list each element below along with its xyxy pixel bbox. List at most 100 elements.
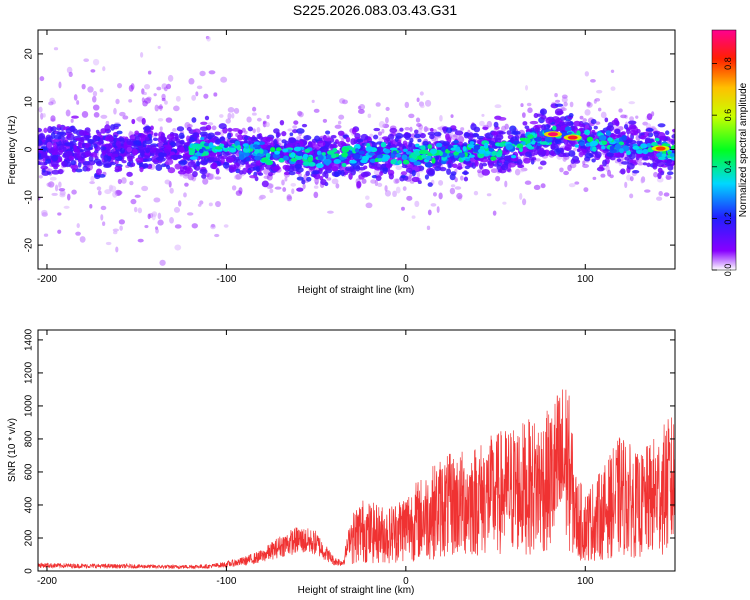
spectral-cell <box>47 147 56 154</box>
spectral-cell <box>38 106 43 113</box>
spectral-cell <box>231 185 237 191</box>
y-tick-label: 10 <box>24 96 35 108</box>
spectral-cell <box>551 116 561 123</box>
spectral-cell <box>249 175 258 179</box>
spectral-cell <box>51 138 60 143</box>
spectral-cell <box>131 118 136 125</box>
spectral-cell <box>462 146 467 152</box>
spectral-cell <box>377 131 383 136</box>
spectral-cell <box>220 76 228 83</box>
spectral-cell <box>113 123 122 127</box>
spectral-cell <box>569 101 574 108</box>
spectral-cell <box>302 183 306 190</box>
spectral-cell <box>488 147 495 152</box>
spectrogram-x-axis: -200 -100 0 100 <box>37 30 594 285</box>
spectral-cell <box>584 129 591 135</box>
spectral-cell <box>620 114 627 119</box>
spectral-cell <box>523 157 531 164</box>
spectral-cell <box>363 165 368 170</box>
spectral-cell <box>464 132 471 137</box>
spectral-cell <box>100 205 107 211</box>
spectral-cell <box>155 148 160 155</box>
spectral-cell <box>579 141 585 147</box>
spectral-cell <box>395 153 402 158</box>
spectral-cell <box>279 119 285 126</box>
spectral-cell <box>365 146 374 152</box>
spectral-cell <box>43 233 49 237</box>
spectral-cell <box>610 69 615 74</box>
spectral-cell <box>626 128 631 135</box>
spectral-cell <box>108 135 114 142</box>
spectral-cell <box>584 152 594 159</box>
spectral-cell <box>337 130 345 136</box>
spectral-cell <box>290 152 296 158</box>
spectral-cell <box>115 98 120 105</box>
spectral-cell <box>644 189 651 193</box>
spectral-cell <box>167 74 174 82</box>
spectral-cell <box>266 114 270 120</box>
spectral-cell <box>238 170 244 175</box>
spectral-cell <box>317 140 326 147</box>
spectral-cell <box>117 178 122 185</box>
spectral-cell <box>71 189 77 195</box>
spectral-cell <box>66 193 71 201</box>
spectral-cell <box>388 173 394 180</box>
spectral-cell <box>375 102 381 107</box>
spectral-cell <box>415 143 420 148</box>
spectral-cell <box>646 162 651 168</box>
spectrogram-heatmap <box>38 36 675 266</box>
spectral-cell <box>658 135 666 141</box>
spectral-cell <box>247 126 254 132</box>
spectral-cell <box>370 179 377 184</box>
spectral-cell <box>554 108 563 116</box>
spectral-cell <box>352 127 357 135</box>
spectral-cell <box>258 196 264 201</box>
spectral-cell <box>356 138 364 143</box>
snr-y-axis: 0 200 400 600 800 1000 1200 1400 <box>24 328 675 574</box>
spectral-cell <box>539 141 548 145</box>
spectral-cell <box>85 167 91 172</box>
spectral-cell <box>557 126 564 132</box>
spectral-cell <box>524 151 532 158</box>
spectral-cell <box>360 171 369 178</box>
spectral-cell <box>45 158 52 164</box>
spectral-cell <box>181 159 188 165</box>
spectral-cell <box>407 142 416 150</box>
spectral-cell <box>614 128 621 135</box>
spectral-cell <box>228 164 237 170</box>
spectral-cell <box>555 99 561 103</box>
spectral-cell <box>238 129 243 135</box>
spectral-cell <box>521 112 526 118</box>
spectral-cell <box>453 139 459 144</box>
spectral-cell <box>666 159 672 166</box>
spectral-cell <box>155 228 159 234</box>
spectral-cell <box>157 118 164 122</box>
spectral-cell <box>618 141 625 146</box>
spectral-cell <box>157 157 166 162</box>
spectrogram-y-axis: -20 -10 0 10 20 <box>24 48 675 252</box>
spectral-cell <box>653 131 659 138</box>
spectral-cell <box>117 82 123 89</box>
spectral-cell <box>254 156 262 161</box>
spectral-cell <box>147 70 152 75</box>
spectral-cell <box>98 174 106 178</box>
spectral-cell <box>454 130 464 136</box>
spectral-cell <box>205 124 212 131</box>
spectral-cell <box>456 192 463 200</box>
spectral-cell <box>289 132 294 136</box>
spectral-cell <box>513 140 521 145</box>
y-tick-label: 0 <box>24 146 35 152</box>
spectral-cell <box>514 168 521 176</box>
spectral-cell <box>59 193 66 198</box>
spectral-cell <box>458 152 466 158</box>
spectral-cell <box>223 224 229 228</box>
spectral-cell <box>263 168 270 175</box>
spectral-cell <box>119 111 126 117</box>
spectral-cell <box>477 152 485 159</box>
spectral-cell <box>174 163 182 170</box>
spectral-cell <box>81 83 86 90</box>
spectral-cell <box>519 192 523 200</box>
spectral-cell <box>338 114 345 120</box>
colorbar-tick-label: 0.8 <box>723 57 733 70</box>
snr-x-label: Height of straight line (km) <box>298 585 415 596</box>
